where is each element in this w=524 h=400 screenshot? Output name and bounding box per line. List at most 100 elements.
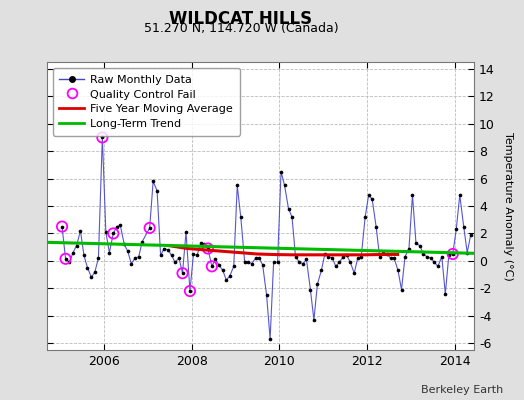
Point xyxy=(412,240,420,246)
Point xyxy=(361,214,369,220)
Point xyxy=(291,254,300,260)
Point xyxy=(390,255,398,261)
Point xyxy=(430,259,439,266)
Point xyxy=(252,255,260,261)
Point xyxy=(427,255,435,261)
Point xyxy=(146,225,154,231)
Point xyxy=(58,223,66,230)
Point xyxy=(109,230,117,237)
Point xyxy=(233,182,242,189)
Point xyxy=(230,263,238,270)
Point xyxy=(408,192,417,198)
Point xyxy=(449,251,457,257)
Point xyxy=(87,274,95,280)
Y-axis label: Temperature Anomaly (°C): Temperature Anomaly (°C) xyxy=(503,132,514,280)
Point xyxy=(80,252,88,258)
Point xyxy=(178,270,187,276)
Point xyxy=(383,251,391,257)
Point xyxy=(375,254,384,260)
Point xyxy=(124,248,132,254)
Point xyxy=(423,254,431,260)
Point xyxy=(394,267,402,274)
Point xyxy=(98,134,106,141)
Point xyxy=(167,252,176,258)
Point xyxy=(189,251,198,257)
Point xyxy=(66,259,74,266)
Point xyxy=(354,255,362,261)
Point xyxy=(196,240,205,246)
Point xyxy=(208,263,216,270)
Point xyxy=(153,188,161,194)
Point xyxy=(419,251,428,257)
Point xyxy=(109,230,117,237)
Point xyxy=(226,273,234,279)
Point xyxy=(135,254,143,260)
Point xyxy=(204,245,212,252)
Point xyxy=(455,192,464,198)
Point xyxy=(317,267,325,274)
Point xyxy=(324,254,333,260)
Point xyxy=(372,223,380,230)
Point xyxy=(72,242,81,249)
Point xyxy=(277,168,285,175)
Point xyxy=(241,259,249,266)
Point xyxy=(156,252,165,258)
Point xyxy=(285,206,293,212)
Point xyxy=(98,134,106,141)
Point xyxy=(365,192,373,198)
Point xyxy=(102,229,110,235)
Point xyxy=(113,223,121,230)
Point xyxy=(182,229,190,235)
Point xyxy=(266,336,274,342)
Point xyxy=(247,260,256,267)
Point xyxy=(269,259,278,266)
Point xyxy=(236,214,245,220)
Point xyxy=(91,269,99,275)
Point xyxy=(343,252,351,258)
Point xyxy=(452,226,461,232)
Point xyxy=(175,255,183,261)
Point xyxy=(215,262,223,268)
Point xyxy=(274,259,282,266)
Point xyxy=(463,250,472,256)
Point xyxy=(357,254,365,260)
Point xyxy=(263,292,271,298)
Point xyxy=(146,225,154,231)
Point xyxy=(193,252,201,258)
Point xyxy=(405,245,413,252)
Point xyxy=(131,255,139,261)
Point xyxy=(149,178,157,184)
Point xyxy=(397,286,406,293)
Point xyxy=(138,238,146,245)
Point xyxy=(445,252,453,258)
Point xyxy=(346,259,354,266)
Point xyxy=(178,270,187,276)
Point xyxy=(321,251,329,257)
Point xyxy=(310,317,318,323)
Point xyxy=(186,288,194,294)
Point xyxy=(280,182,289,189)
Point xyxy=(434,263,442,270)
Point xyxy=(160,245,168,252)
Legend: Raw Monthly Data, Quality Control Fail, Five Year Moving Average, Long-Term Tren: Raw Monthly Data, Quality Control Fail, … xyxy=(53,68,240,136)
Point xyxy=(116,222,125,228)
Point xyxy=(302,256,311,263)
Point xyxy=(204,245,212,252)
Point xyxy=(460,223,468,230)
Point xyxy=(258,262,267,268)
Point xyxy=(164,247,172,253)
Point xyxy=(77,228,85,234)
Point xyxy=(441,290,450,297)
Point xyxy=(255,255,264,261)
Point xyxy=(211,256,220,263)
Point xyxy=(295,259,303,266)
Point xyxy=(313,281,322,287)
Point xyxy=(208,263,216,270)
Point xyxy=(61,256,70,262)
Point xyxy=(171,259,179,266)
Point xyxy=(105,250,114,256)
Point xyxy=(306,286,314,293)
Point xyxy=(94,255,103,261)
Point xyxy=(58,223,66,230)
Point xyxy=(288,214,296,220)
